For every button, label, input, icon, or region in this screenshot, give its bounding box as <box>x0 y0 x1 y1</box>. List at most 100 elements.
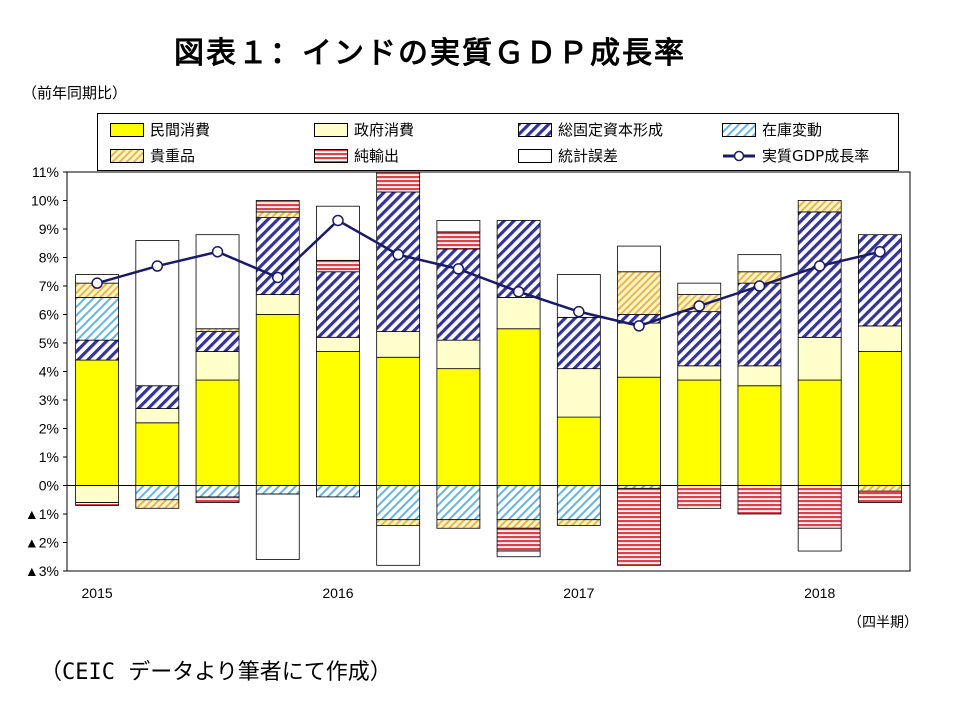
stacked-bars <box>75 171 902 566</box>
bar-segment-gfcf <box>376 191 421 332</box>
bar-segment-inv <box>255 485 300 495</box>
bar-segment-inv <box>135 485 180 501</box>
bar-segment-private <box>617 376 661 486</box>
bar-segment-net <box>75 502 120 506</box>
bar-segment-net <box>316 259 360 273</box>
bar-segment-gov <box>857 325 902 352</box>
gdp-point <box>151 260 164 272</box>
x-tick-label: 2015 <box>82 585 113 601</box>
solid-yellow-icon <box>110 122 144 137</box>
gdp-point <box>512 285 525 298</box>
bar-segment-net <box>857 490 902 504</box>
bar-segment-val <box>617 271 661 315</box>
bar-segment-err <box>617 245 661 273</box>
x-tick-label: 2016 <box>322 585 353 601</box>
bar-segment-val <box>135 499 180 509</box>
y-tick-label: 9% <box>39 221 59 237</box>
bar-segment-private <box>195 379 240 486</box>
bar-segment-net <box>797 485 842 529</box>
legend-item-gfcf: 総固定資本形成 <box>518 119 663 140</box>
y-tick-label: 6% <box>39 307 59 323</box>
bar-segment-net <box>436 231 481 250</box>
bar-segment-val <box>376 519 421 526</box>
gdp-point <box>813 260 826 272</box>
axes <box>63 171 911 572</box>
legend-item-gdp: 実質GDP成長率 <box>722 145 869 166</box>
gdp-point <box>91 277 103 289</box>
bar-segment-gov <box>135 408 180 424</box>
legend-label-net: 純輸出 <box>354 147 400 165</box>
gdp-line <box>96 218 881 328</box>
x-axis-unit: （四半期） <box>848 615 918 631</box>
bar-segment-inv <box>75 296 120 341</box>
legend-item-gov: 政府消費 <box>314 119 414 140</box>
diagonal-lightblue-icon <box>722 122 756 137</box>
bar-segment-val <box>255 211 300 218</box>
bar-segment-inv <box>436 485 481 521</box>
bar-segment-net <box>677 485 722 509</box>
gdp-point <box>693 300 705 312</box>
bar-segment-gfcf <box>556 316 601 370</box>
bar-segment-val <box>436 519 481 529</box>
bar-segment-gov <box>255 294 300 315</box>
bar-segment-net <box>376 171 421 193</box>
bar-segment-private <box>316 351 360 486</box>
bar-segment-gfcf <box>195 331 240 352</box>
y-tick-label: 2% <box>39 421 59 437</box>
y-tick-label: ▲2% <box>25 535 59 551</box>
y-tick-label: 11% <box>32 164 59 180</box>
legend: 民間消費 政府消費 総固定資本形成 在庫変動 貴重品 純輸出 統計誤差 実質GD… <box>97 113 899 171</box>
bar-segment-gov <box>75 485 120 504</box>
horizontal-red-icon <box>314 148 348 163</box>
bar-segment-err <box>135 239 180 387</box>
gdp-point <box>633 320 645 332</box>
gdp-point <box>874 246 886 258</box>
legend-label-gov: 政府消費 <box>354 121 415 139</box>
legend-item-err: 統計誤差 <box>518 145 618 166</box>
y-tick-label: 1% <box>39 449 59 465</box>
legend-label-inv: 在庫変動 <box>762 121 823 139</box>
bar-segment-gov <box>195 351 240 381</box>
bar-segment-private <box>496 328 541 486</box>
gdp-point <box>332 214 344 227</box>
bar-segment-gfcf <box>737 282 782 367</box>
bar-segment-inv <box>496 485 541 521</box>
bar-segment-gov <box>376 331 421 358</box>
bar-segment-gfcf <box>135 385 180 409</box>
bar-segment-gov <box>797 336 842 381</box>
solid-white-icon <box>518 148 552 163</box>
y-tick-label: 5% <box>39 335 59 351</box>
bar-segment-gov <box>617 322 661 378</box>
bar-segment-gfcf <box>797 211 842 338</box>
gdp-point <box>392 248 404 261</box>
gdp-point <box>272 271 284 284</box>
line-marker-icon <box>723 150 755 161</box>
y-axis-unit: （前年同期比） <box>22 84 128 102</box>
bar-segment-val <box>556 519 601 526</box>
x-axis-labels: 2015 2016 2017 2018 <box>82 585 836 601</box>
legend-item-inv: 在庫変動 <box>722 119 822 140</box>
bar-segment-inv <box>556 485 601 521</box>
bar-segment-private <box>737 385 782 486</box>
y-tick-label: 10% <box>31 193 59 209</box>
bar-segment-gfcf <box>436 248 481 341</box>
bar-segment-err <box>436 220 481 233</box>
bar-segment-gfcf <box>496 220 541 298</box>
bar-segment-err <box>255 493 300 560</box>
gdp-point <box>211 246 224 258</box>
legend-item-private: 民間消費 <box>110 119 210 140</box>
bar-segment-private <box>677 379 722 486</box>
bar-segment-gov <box>436 339 481 370</box>
bar-segment-net <box>617 487 661 566</box>
gdp-growth-line <box>91 214 886 332</box>
bar-segment-gov <box>316 336 360 352</box>
bar-segment-err <box>737 254 782 273</box>
bar-segment-net <box>255 200 300 213</box>
solid-cream-icon <box>314 122 348 137</box>
x-tick-label: 2018 <box>804 585 835 601</box>
plot-frame <box>66 171 911 572</box>
bar-segment-private <box>797 379 842 486</box>
legend-label-val: 貴重品 <box>150 147 196 165</box>
y-tick-label: 8% <box>39 250 59 266</box>
